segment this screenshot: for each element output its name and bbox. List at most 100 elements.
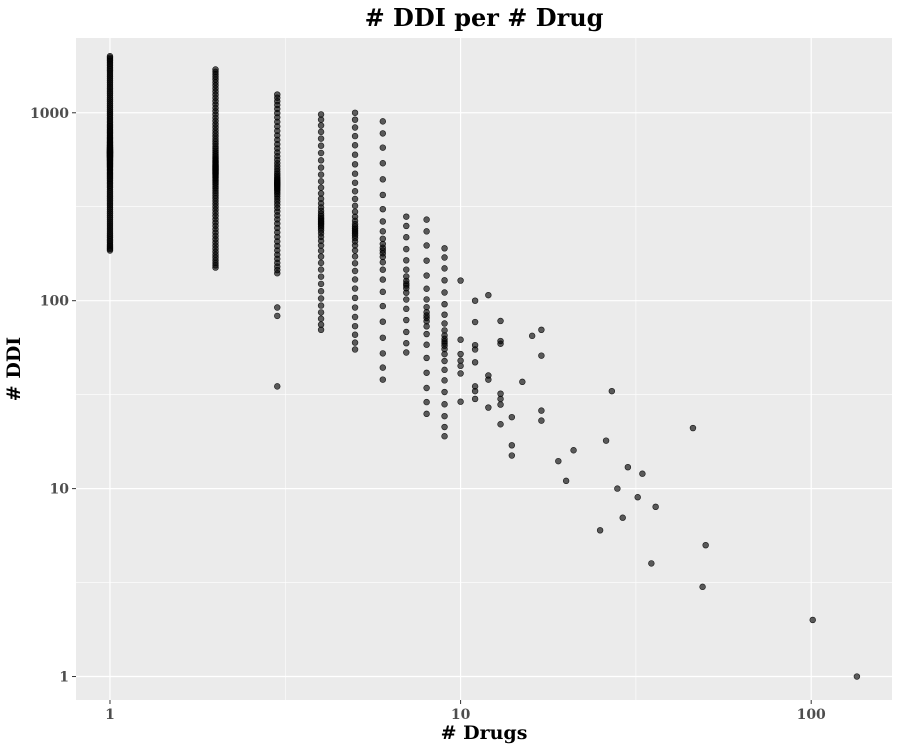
data-point [379, 205, 387, 213]
y-tick-label: 100 [40, 294, 69, 310]
data-point [441, 377, 448, 384]
data-point [317, 280, 325, 288]
data-point [379, 276, 387, 283]
data-point [423, 303, 430, 311]
data-point [403, 213, 410, 220]
data-point [351, 285, 359, 292]
data-point [809, 616, 816, 624]
x-tick-label: 10 [451, 707, 471, 723]
data-point [351, 170, 359, 177]
data-point [317, 273, 325, 280]
data-point [423, 228, 430, 235]
data-point [648, 560, 655, 567]
data-point [317, 321, 325, 328]
data-point [441, 433, 448, 440]
data-point [441, 366, 448, 374]
data-point [403, 257, 410, 264]
data-point [423, 398, 430, 406]
data-point [317, 135, 325, 142]
data-point [423, 272, 430, 279]
data-point [471, 387, 479, 395]
data-point [379, 176, 387, 183]
data-points [106, 53, 861, 680]
data-point [317, 266, 325, 273]
data-point [379, 160, 387, 167]
data-point [457, 362, 464, 370]
data-point [423, 369, 430, 376]
data-point [351, 294, 359, 302]
data-point [317, 142, 325, 149]
data-point [497, 390, 504, 397]
data-point [274, 312, 281, 320]
data-point [570, 447, 577, 454]
plot-panel [76, 38, 892, 700]
data-point [317, 253, 325, 260]
data-point [317, 157, 325, 164]
data-point [351, 179, 359, 186]
data-point [351, 276, 359, 283]
data-point [441, 357, 448, 365]
data-point [317, 164, 325, 171]
data-point [508, 442, 516, 449]
data-point [441, 388, 448, 396]
data-point [471, 346, 479, 353]
data-point [317, 247, 325, 254]
data-point [351, 124, 359, 131]
data-point [317, 288, 325, 295]
data-point [351, 151, 359, 158]
data-point [423, 354, 430, 362]
data-point [274, 383, 281, 390]
data-point [614, 485, 621, 492]
data-point [351, 202, 359, 210]
data-point [441, 265, 448, 272]
data-point [403, 266, 410, 273]
data-point [457, 350, 464, 358]
y-tick-label: 1 [59, 670, 69, 686]
data-point [538, 326, 545, 333]
data-point [853, 673, 861, 680]
data-point [379, 191, 387, 199]
data-point [379, 376, 387, 383]
data-point [596, 527, 604, 534]
data-point [274, 91, 281, 98]
data-point [317, 149, 325, 157]
data-point [379, 235, 387, 242]
data-point [379, 318, 387, 325]
data-point [441, 300, 448, 308]
data-point [423, 384, 430, 392]
data-point [441, 423, 448, 431]
y-tick-label: 10 [50, 482, 70, 498]
data-point [317, 122, 325, 129]
data-point [423, 410, 430, 418]
data-point [403, 340, 410, 347]
data-point [379, 334, 387, 341]
data-point [485, 404, 492, 411]
data-point [608, 387, 616, 395]
data-point [351, 161, 359, 168]
data-point [351, 304, 359, 311]
data-point [403, 328, 410, 336]
data-point [471, 297, 479, 304]
data-point [379, 259, 387, 266]
data-point [351, 346, 359, 353]
data-point [379, 130, 387, 137]
data-point [317, 178, 325, 185]
data-point [317, 171, 325, 178]
data-point [689, 424, 697, 432]
data-point [212, 66, 219, 73]
x-axis-label: # Drugs [441, 722, 528, 744]
data-point [379, 302, 387, 310]
data-point [562, 477, 570, 485]
data-point [351, 188, 359, 195]
data-point [538, 417, 545, 424]
data-point [379, 240, 387, 248]
data-point [508, 413, 516, 421]
data-point [317, 309, 325, 316]
data-point [379, 218, 387, 225]
data-point [702, 541, 709, 549]
chart-title: # DDI per # Drug [365, 3, 604, 32]
data-point [602, 437, 610, 444]
data-point [555, 457, 562, 465]
data-point [457, 336, 464, 343]
x-tick-label: 1 [105, 707, 115, 723]
